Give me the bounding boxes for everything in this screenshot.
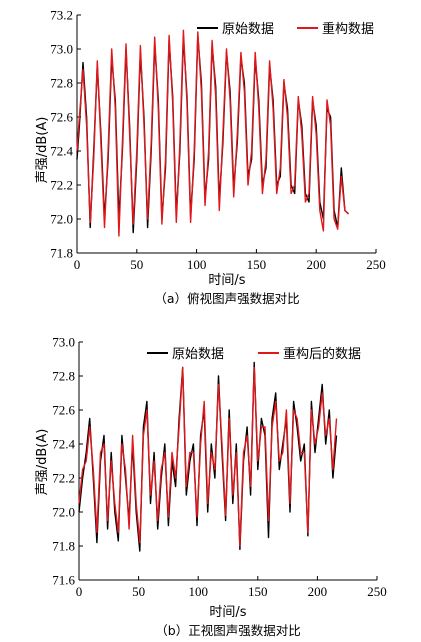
y-tick-label: 73.0	[52, 335, 75, 350]
x-tick-label: 0	[76, 584, 83, 599]
x-tick-label: 200	[308, 584, 328, 599]
y-axis-label: 声强/dB(A)	[35, 429, 50, 496]
x-tick-label: 50	[132, 584, 145, 599]
y-tick-label: 72.0	[52, 505, 75, 520]
y-tick-label: 71.8	[52, 539, 75, 554]
series-line-original	[78, 361, 338, 552]
y-tick-label: 73.0	[50, 42, 73, 57]
x-tick-label: 100	[187, 257, 207, 272]
series-line-reconstructed	[78, 366, 338, 547]
y-tick-label: 72.6	[52, 403, 75, 418]
legend-label-reconstructed: 重构数据	[322, 21, 374, 37]
y-tick-label: 72.2	[52, 471, 75, 486]
x-tick-label: 200	[306, 257, 326, 272]
y-tick-label: 72.4	[50, 144, 73, 159]
panel-caption: （a）俯视图声强数据对比	[154, 291, 299, 306]
y-axis-label: 声强/dB(A)	[35, 117, 50, 184]
legend: 原始数据 重构后的数据	[147, 346, 361, 362]
panel-b: 声强/dB(A) 时间/s （b）正视图声强数据对比 原始数据 重构后的数据 7…	[35, 335, 387, 639]
legend-label-reconstructed: 重构后的数据	[283, 346, 361, 362]
y-tick-label: 72.8	[50, 76, 73, 91]
panel-caption: （b）正视图声强数据对比	[155, 623, 300, 638]
y-tick-label: 72.8	[52, 369, 75, 384]
y-tick-label: 72.0	[50, 212, 73, 227]
y-tick-label: 72.4	[52, 437, 75, 452]
y-tick-label: 71.8	[50, 246, 73, 261]
y-tick-label: 73.2	[50, 8, 73, 23]
y-tick-label: 72.6	[50, 110, 73, 125]
legend-label-original: 原始数据	[222, 22, 274, 37]
legend-label-original: 原始数据	[172, 347, 224, 362]
x-tick-label: 250	[366, 257, 386, 272]
legend: 原始数据 重构数据	[197, 21, 374, 37]
x-tick-label: 50	[130, 257, 143, 272]
panel-a: 声强/dB(A) 时间/s （a）俯视图声强数据对比 原始数据 重构数据 71.…	[35, 8, 386, 307]
x-tick-label: 150	[248, 584, 268, 599]
y-tick-label: 71.6	[52, 573, 75, 588]
x-tick-label: 150	[247, 257, 267, 272]
x-axis-label: 时间/s	[208, 273, 245, 288]
series-line-reconstructed	[76, 29, 349, 237]
x-tick-label: 100	[188, 584, 208, 599]
y-tick-label: 72.2	[50, 178, 73, 193]
x-tick-label: 250	[367, 584, 387, 599]
x-tick-label: 0	[74, 257, 81, 272]
x-axis-label: 时间/s	[209, 605, 246, 620]
